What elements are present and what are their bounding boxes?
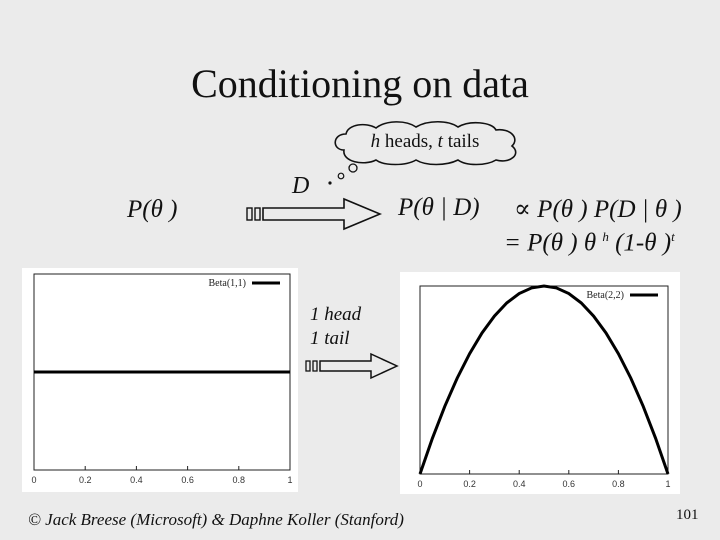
posterior-chart-panel: 0 0.2 0.4 0.6 0.8 1 Beta(2,2) bbox=[400, 272, 680, 494]
posterior-series-line bbox=[418, 284, 670, 475]
thought-tails: tails bbox=[442, 131, 480, 152]
posterior-x-tick-label: 0.2 bbox=[463, 479, 476, 489]
formula2-t: t bbox=[671, 229, 675, 244]
update-arrow-small-icon bbox=[305, 352, 399, 380]
prior-beta-chart: 0 0.2 0.4 0.6 0.8 1 Beta(1,1) bbox=[31, 273, 293, 485]
update-arrow-icon bbox=[246, 197, 382, 231]
posterior-x-tick-label: 0.6 bbox=[563, 479, 576, 489]
prior-x-tick-label: 0 bbox=[31, 475, 36, 485]
posterior-legend-label: Beta(2,2) bbox=[587, 290, 625, 301]
prior-chart-panel: 0 0.2 0.4 0.6 0.8 1 Beta(1,1) bbox=[22, 268, 298, 492]
thought-h: h bbox=[370, 131, 381, 152]
posterior-x-tick-label: 0.4 bbox=[513, 479, 526, 489]
thought-t: t bbox=[437, 131, 443, 152]
posterior-x-tick-label: 0 bbox=[417, 479, 422, 489]
prior-label: P(θ ) bbox=[127, 196, 178, 223]
update-label: 1 head 1 tail bbox=[310, 303, 361, 351]
thought-dots bbox=[328, 163, 358, 185]
posterior-label: P(θ | D) bbox=[398, 194, 480, 221]
thought-heads: heads, bbox=[380, 131, 438, 152]
update-line2: 1 tail bbox=[310, 328, 350, 349]
prior-x-tick-label: 0.6 bbox=[181, 475, 194, 485]
posterior-beta-chart: 0 0.2 0.4 0.6 0.8 1 Beta(2,2) bbox=[417, 284, 671, 489]
data-label: D bbox=[292, 173, 310, 199]
footer-credit: © Jack Breese (Microsoft) & Daphne Kolle… bbox=[28, 510, 404, 529]
update-line1: 1 head bbox=[310, 304, 362, 325]
posterior-x-tick-label: 0.8 bbox=[612, 479, 625, 489]
prior-x-tick-label: 0.2 bbox=[79, 475, 92, 485]
prior-x-tick-label: 0.8 bbox=[233, 475, 246, 485]
slide-title: Conditioning on data bbox=[191, 61, 529, 106]
prior-x-tick-label: 0.4 bbox=[130, 475, 143, 485]
formula2-a: = P(θ ) θ bbox=[504, 229, 603, 257]
formula-expanded: = P(θ ) θ h (1-θ )t bbox=[504, 229, 675, 257]
posterior-x-tick-label: 1 bbox=[665, 479, 670, 489]
page-number: 101 bbox=[676, 507, 699, 523]
formula2-h: h bbox=[602, 229, 609, 244]
thought-bubble bbox=[334, 120, 517, 166]
formula-proportional: ∝ P(θ ) P(D | θ ) bbox=[514, 196, 682, 223]
prior-x-tick-label: 1 bbox=[287, 475, 292, 485]
thought-text: h heads, t tails bbox=[330, 131, 520, 153]
prior-legend-label: Beta(1,1) bbox=[209, 278, 247, 289]
formula2-b: (1-θ ) bbox=[608, 229, 672, 257]
